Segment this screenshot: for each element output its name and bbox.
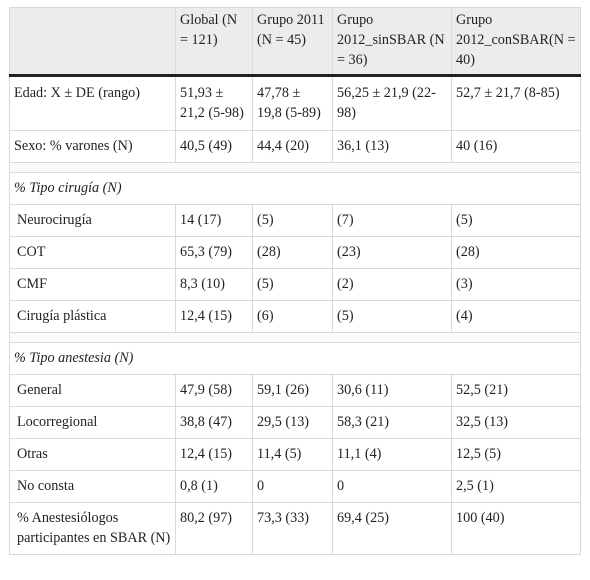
value-cell: 2,5 (1) (451, 470, 581, 503)
header-cell-global: Global (N = 121) (175, 7, 253, 77)
value-cell: 65,3 (79) (175, 236, 253, 269)
table-row: Edad: X ± DE (rango) 51,93 ± 21,2 (5-98) 4… (9, 75, 581, 131)
row-label-cell: CMF (9, 268, 176, 301)
value-cell: 30,6 (11) (332, 374, 452, 407)
spacer-cell (9, 162, 581, 173)
table-row: Cirugía plástica 12,4 (15) (6) (5) (4) (9, 300, 581, 333)
value-cell: 32,5 (13) (451, 406, 581, 439)
value-cell: 51,93 ± 21,2 (5-98) (175, 75, 253, 131)
value-cell: 40,5 (49) (175, 130, 253, 163)
value-cell: (5) (451, 204, 581, 237)
value-cell: 0 (252, 470, 333, 503)
row-label-cell: No consta (9, 470, 176, 503)
value-cell: 36,1 (13) (332, 130, 452, 163)
value-cell: 73,3 (33) (252, 502, 333, 555)
spacer-row (9, 332, 581, 343)
section-label: % Tipo cirugía (N) (9, 172, 581, 205)
row-label-cell: Otras (9, 438, 176, 471)
value-cell: 12,4 (15) (175, 438, 253, 471)
section-row: % Tipo cirugía (N) (9, 172, 581, 205)
value-cell: 29,5 (13) (252, 406, 333, 439)
value-cell: 69,4 (25) (332, 502, 452, 555)
value-cell: (2) (332, 268, 452, 301)
value-cell: 52,5 (21) (451, 374, 581, 407)
table-row: Otras 12,4 (15) 11,4 (5) 11,1 (4) 12,5 (5) (9, 438, 581, 471)
section-label: % Tipo anestesia (N) (9, 342, 581, 375)
row-label-cell: Sexo: % varones (N) (9, 130, 176, 163)
row-label-cell: Locorregional (9, 406, 176, 439)
value-cell: (3) (451, 268, 581, 301)
value-cell: 14 (17) (175, 204, 253, 237)
value-cell: 47,78 ± 19,8 (5-89) (252, 75, 333, 131)
table-row: No consta 0,8 (1) 0 0 2,5 (1) (9, 470, 581, 503)
table-row: COT 65,3 (79) (28) (23) (28) (9, 236, 581, 269)
value-cell: (28) (252, 236, 333, 269)
value-cell: 58,3 (21) (332, 406, 452, 439)
row-label-cell: COT (9, 236, 176, 269)
value-cell: 12,5 (5) (451, 438, 581, 471)
value-cell: 11,1 (4) (332, 438, 452, 471)
row-label-cell: Neurocirugía (9, 204, 176, 237)
header-cell-grupo-2012-sin-sbar: Grupo 2012_sinSBAR (N = 36) (332, 7, 452, 77)
row-label-cell: % Anestesiólogos participantes en SBAR (… (9, 502, 176, 555)
value-cell: (5) (332, 300, 452, 333)
value-cell: 100 (40) (451, 502, 581, 555)
value-cell: 8,3 (10) (175, 268, 253, 301)
row-label-cell: Edad: X ± DE (rango) (9, 75, 176, 131)
table-row: General 47,9 (58) 59,1 (26) 30,6 (11) 52,5 (… (9, 374, 581, 407)
value-cell: 0,8 (1) (175, 470, 253, 503)
value-cell: (5) (252, 268, 333, 301)
value-cell: (6) (252, 300, 333, 333)
row-label-cell: General (9, 374, 176, 407)
table-row: % Anestesiólogos participantes en SBAR (… (9, 502, 581, 555)
header-cell-grupo-2011: Grupo 2011 (N = 45) (252, 7, 333, 77)
value-cell: (23) (332, 236, 452, 269)
header-cell-empty (9, 7, 176, 77)
header-cell-grupo-2012-con-sbar: Grupo 2012_conSBAR(N = 40) (451, 7, 581, 77)
value-cell: 47,9 (58) (175, 374, 253, 407)
value-cell: 44,4 (20) (252, 130, 333, 163)
table-row: Neurocirugía 14 (17) (5) (7) (5) (9, 204, 581, 237)
value-cell: 59,1 (26) (252, 374, 333, 407)
spacer-row (9, 162, 581, 173)
table-row: Sexo: % varones (N) 40,5 (49) 44,4 (20) 36,… (9, 130, 581, 163)
value-cell: 38,8 (47) (175, 406, 253, 439)
value-cell: 11,4 (5) (252, 438, 333, 471)
row-label-cell: Cirugía plástica (9, 300, 176, 333)
value-cell: 80,2 (97) (175, 502, 253, 555)
value-cell: (28) (451, 236, 581, 269)
section-row: % Tipo anestesia (N) (9, 342, 581, 375)
value-cell: 12,4 (15) (175, 300, 253, 333)
value-cell: 52,7 ± 21,7 (8-85) (451, 75, 581, 131)
spacer-cell (9, 332, 581, 343)
table-row: Locorregional 38,8 (47) 29,5 (13) 58,3 (21)… (9, 406, 581, 439)
value-cell: 0 (332, 470, 452, 503)
value-cell: (5) (252, 204, 333, 237)
value-cell: 56,25 ± 21,9 (22-98) (332, 75, 452, 131)
value-cell: (7) (332, 204, 452, 237)
table-row: CMF 8,3 (10) (5) (2) (3) (9, 268, 581, 301)
demographics-table: Global (N = 121) Grupo 2011 (N = 45) Gru… (9, 7, 581, 555)
header-row: Global (N = 121) Grupo 2011 (N = 45) Gru… (9, 7, 581, 77)
value-cell: 40 (16) (451, 130, 581, 163)
value-cell: (4) (451, 300, 581, 333)
